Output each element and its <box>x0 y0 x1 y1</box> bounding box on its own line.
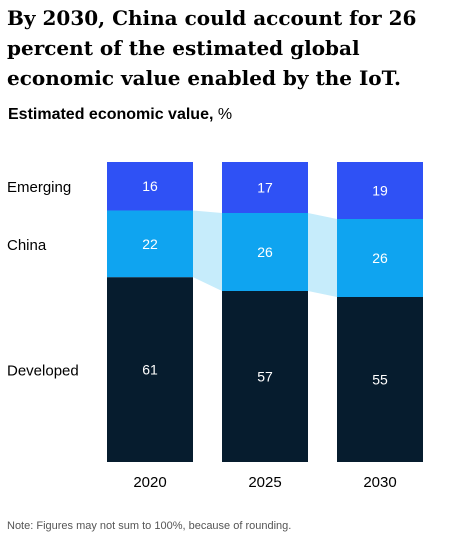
subtitle-unit: % <box>213 106 233 123</box>
bar-segment-emerging <box>337 162 423 219</box>
footnote: Note: Figures may not sum to 100%, becau… <box>7 520 292 532</box>
bar-stack-2030: 55 26 19 <box>337 162 423 462</box>
data-label: 17 <box>257 180 273 196</box>
chart-subtitle: Estimated economic value, % <box>8 106 232 124</box>
data-label: 26 <box>257 244 273 260</box>
bar-segment-china <box>337 219 423 297</box>
data-label: 19 <box>372 183 388 199</box>
legend-label-emerging: Emerging <box>7 179 71 196</box>
legend-label-china: China <box>7 237 47 254</box>
data-label: 16 <box>142 178 158 194</box>
china-connector-band <box>193 210 222 291</box>
x-tick-label: 2020 <box>133 474 166 491</box>
legend-label-developed: Developed <box>7 363 79 380</box>
data-label: 55 <box>372 372 388 388</box>
x-tick-label: 2030 <box>363 474 396 491</box>
bar-segment-developed <box>107 277 193 462</box>
data-label: 22 <box>142 236 158 252</box>
bar-segment-emerging <box>222 162 308 213</box>
bar-segment-china <box>222 213 308 291</box>
bar-stack-2020: 61 22 16 <box>107 162 193 462</box>
bar-stack-2025: 57 26 17 <box>222 162 308 462</box>
x-tick-label: 2025 <box>248 474 281 491</box>
china-connector-bands <box>193 210 337 297</box>
china-connector-band <box>308 213 337 297</box>
bar-segment-developed <box>337 297 423 462</box>
bar-segment-china <box>107 210 193 278</box>
bar-segment-developed <box>222 291 308 462</box>
stacked-bar-chart: 61 22 16 2020 57 26 17 2025 55 26 19 2030 Developed C… <box>7 162 423 491</box>
bar-segment-emerging <box>107 162 193 211</box>
data-label: 26 <box>372 250 388 266</box>
data-label: 57 <box>257 369 273 385</box>
chart-title: By 2030, China could account for 26 perc… <box>7 6 417 90</box>
data-label: 61 <box>142 362 158 378</box>
subtitle-label: Estimated economic value, <box>8 106 214 123</box>
